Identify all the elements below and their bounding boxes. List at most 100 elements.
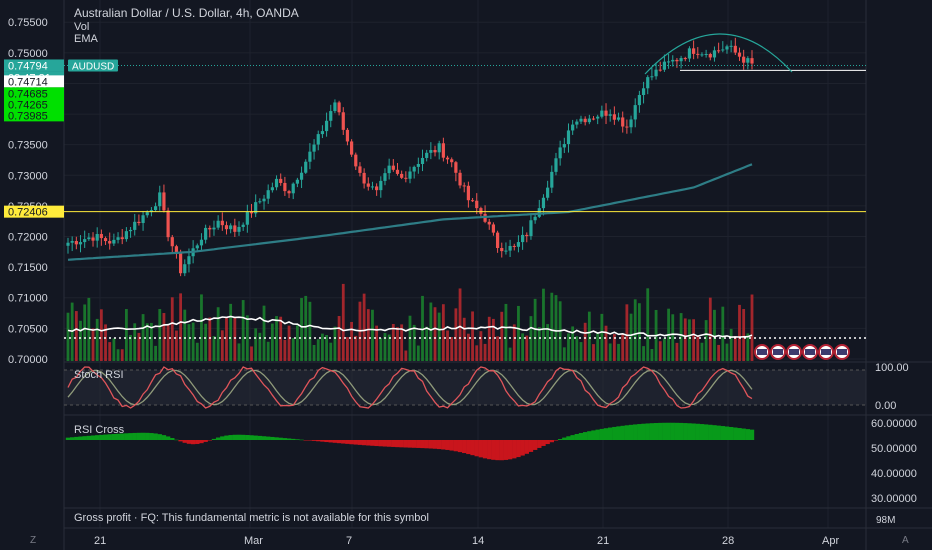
volume-bar xyxy=(212,336,216,361)
rsi-cross-bar xyxy=(562,437,567,440)
candle-body xyxy=(475,200,479,209)
rsi-cross-bar xyxy=(495,440,500,461)
volume-bar xyxy=(250,346,253,361)
volume-bar xyxy=(137,332,141,361)
volume-bar xyxy=(216,307,220,361)
rsi-cross-bar xyxy=(199,440,204,444)
rsi-cross-bar xyxy=(94,435,100,440)
candle-body xyxy=(341,112,345,130)
volume-bar xyxy=(270,323,274,361)
volume-bar xyxy=(629,313,633,361)
volume-bar xyxy=(742,309,746,361)
rsi-cross-bar xyxy=(232,434,238,440)
candle-body xyxy=(74,241,78,245)
volume-bar xyxy=(517,305,520,361)
rsi-cross-bar xyxy=(520,440,525,456)
rsi-cross-bar xyxy=(416,440,421,448)
white-price-tag: 0.74714 xyxy=(4,75,64,88)
volume-bar xyxy=(316,339,320,361)
rsi-cross-bar xyxy=(674,422,680,440)
volume-bar xyxy=(600,313,604,361)
candle-body xyxy=(103,238,108,242)
time-axis[interactable]: 21 Mar 7 14 21 28 Apr xyxy=(94,535,839,547)
volume-bar xyxy=(325,335,328,361)
vol-indicator-label[interactable]: Vol xyxy=(74,21,90,33)
volume-bar xyxy=(225,317,228,361)
price-axis[interactable]: 0.755000.750000.745000.740000.735000.730… xyxy=(4,17,917,526)
chart-title: Australian Dollar / U.S. Dollar, 4h, OAN… xyxy=(74,6,299,20)
rsi-cross-bar xyxy=(265,436,271,440)
volume-bar xyxy=(671,314,675,361)
stoch-band xyxy=(64,370,866,405)
rsi-cross-bar xyxy=(78,436,83,440)
rsi-cross-bar xyxy=(399,440,404,448)
volume-bar xyxy=(341,283,345,361)
rsi-cross-bar xyxy=(253,435,258,440)
candle-body xyxy=(608,114,612,116)
candle-body xyxy=(558,147,562,159)
rsi-cross-bar xyxy=(236,434,242,440)
rsi-cross-bar xyxy=(491,440,496,460)
volume-bar xyxy=(633,299,637,361)
volume-bar xyxy=(462,317,466,361)
volume-bar xyxy=(512,324,516,361)
candle-body xyxy=(487,221,491,225)
rsi-cross-bar xyxy=(453,440,459,452)
candle-body xyxy=(462,185,466,187)
volume-bar xyxy=(696,335,700,361)
candle-body xyxy=(433,150,437,153)
rsi-cross-title[interactable]: RSI Cross xyxy=(74,424,125,436)
stoch-tick: 100.00 xyxy=(875,362,909,374)
rsi-cross-bar xyxy=(478,440,484,458)
volume-bar xyxy=(175,330,178,361)
volume-bar xyxy=(533,298,537,361)
candle-body xyxy=(583,118,587,123)
rsi-cross-bar xyxy=(532,440,538,450)
ema-indicator-label[interactable]: EMA xyxy=(74,33,98,45)
white-price-tag-text: 0.74714 xyxy=(8,76,48,88)
volume-bar xyxy=(329,342,333,361)
volume-bar xyxy=(308,301,312,361)
volume-bar xyxy=(750,294,754,361)
volume-bar xyxy=(200,294,203,361)
rsi-cross-bar xyxy=(311,440,317,441)
rsi-cross-bar xyxy=(557,439,563,440)
candle-body xyxy=(78,242,83,245)
volume-bar xyxy=(150,322,153,361)
auto-scale-icon[interactable]: A xyxy=(902,535,909,546)
rsi-cross-bar xyxy=(482,440,488,459)
rsi-cross-bar xyxy=(245,435,250,440)
volume-bar xyxy=(74,311,78,361)
candle-body xyxy=(679,58,683,62)
volume-bar xyxy=(708,297,712,361)
volume-bar xyxy=(154,345,157,361)
candle-body xyxy=(249,211,254,214)
candle-body xyxy=(379,180,383,191)
rsi-cross-bar xyxy=(457,440,463,453)
rsi-cross-bar xyxy=(470,440,475,456)
candle-body xyxy=(612,114,616,120)
candle-body xyxy=(566,130,571,145)
volume-bar xyxy=(579,342,583,361)
rsi-cross-bar xyxy=(574,434,580,440)
candle-body xyxy=(746,58,750,63)
candle-body xyxy=(616,117,621,120)
candle-body xyxy=(491,224,496,233)
rsi-cross-bar xyxy=(295,439,300,440)
rsi-cross-bar xyxy=(320,440,325,442)
volume-ma-line xyxy=(67,315,753,338)
rsi-cross-bar xyxy=(274,437,279,440)
candle-body xyxy=(466,185,470,201)
zoom-toggle-icon[interactable]: Z xyxy=(30,535,37,546)
candle-body xyxy=(199,239,204,246)
rsi-cross-bar xyxy=(220,436,225,440)
volume-bar xyxy=(596,333,600,361)
time-tick-label: 21 xyxy=(94,535,106,547)
stoch-tick: 0.00 xyxy=(875,400,896,412)
volume-bar xyxy=(458,288,462,361)
time-tick-label: 7 xyxy=(346,535,352,547)
stoch-rsi-title[interactable]: Stoch RSI xyxy=(74,369,124,381)
candle-body xyxy=(383,173,387,181)
candle-body xyxy=(183,264,187,274)
